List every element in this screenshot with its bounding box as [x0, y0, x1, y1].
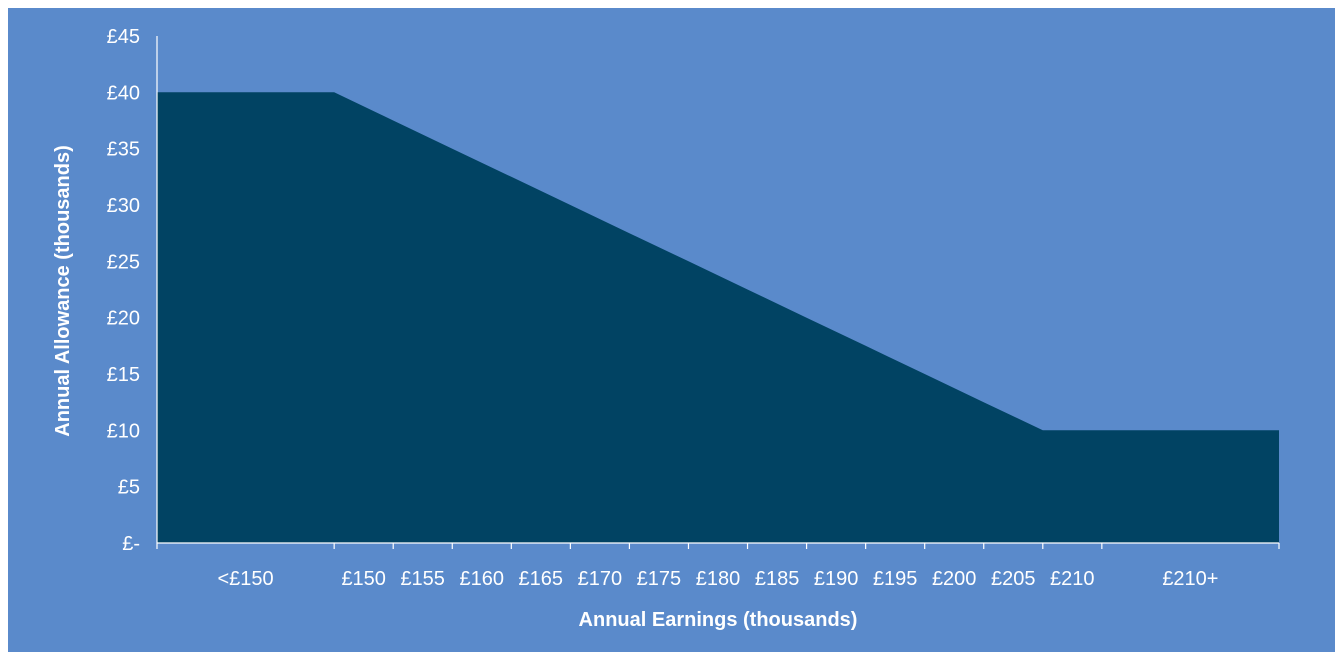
y-tick-label: £35 — [107, 139, 140, 161]
y-tick-label: £5 — [118, 477, 140, 499]
y-tick-label: £45 — [107, 26, 140, 48]
x-tick-label: £175 — [637, 568, 682, 590]
x-tick-label: £195 — [873, 568, 918, 590]
x-tick-label: £185 — [755, 568, 800, 590]
y-axis-title: Annual Allowance (thousands) — [52, 145, 74, 437]
y-tick-label: £20 — [107, 308, 140, 330]
x-tick-label: £210 — [1050, 568, 1095, 590]
x-tick-label: <£150 — [218, 568, 274, 590]
y-tick-label: £40 — [107, 82, 140, 104]
x-tick-label: £170 — [578, 568, 623, 590]
x-tick-label: £200 — [932, 568, 977, 590]
x-tick-label: £205 — [991, 568, 1036, 590]
x-tick-label: £155 — [400, 568, 445, 590]
allowance-area — [157, 92, 1279, 544]
x-axis-title: Annual Earnings (thousands) — [579, 609, 858, 631]
x-tick-label: £190 — [814, 568, 859, 590]
y-tick-label: £- — [122, 533, 140, 555]
x-tick-label: £165 — [519, 568, 564, 590]
y-tick-label: £15 — [107, 364, 140, 386]
y-tick-label: £30 — [107, 195, 140, 217]
x-tick-label: £180 — [696, 568, 741, 590]
x-tick-label: £150 — [341, 568, 386, 590]
x-tick-label: £210+ — [1162, 568, 1218, 590]
x-tick-label: £160 — [460, 568, 505, 590]
y-tick-label: £10 — [107, 420, 140, 442]
y-tick-label: £25 — [107, 251, 140, 273]
